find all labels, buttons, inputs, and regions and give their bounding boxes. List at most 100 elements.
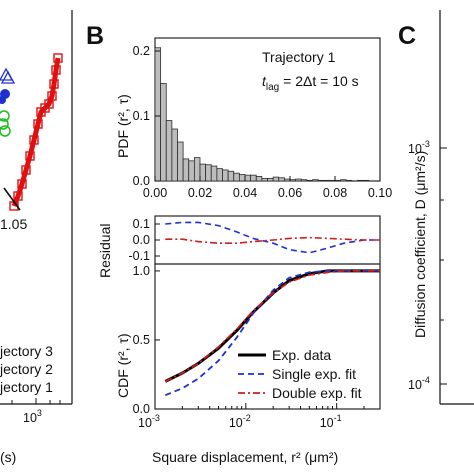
- histogram-bar: [188, 160, 195, 182]
- cdf-xticks: 10-3 10-2 10-1: [138, 403, 365, 430]
- histogram-xtick-label: 0.02: [188, 186, 212, 200]
- histogram-bar: [244, 174, 252, 182]
- cdf-ytick-label: 0.5: [133, 333, 150, 347]
- histogram-bar: [283, 178, 291, 182]
- left-slope-annotation: 1.05: [0, 216, 27, 232]
- trajectory-annotation: Trajectory 1: [262, 49, 336, 65]
- residual-ytick-label: -0.1: [128, 249, 150, 263]
- circle-marker: [0, 110, 10, 122]
- histogram-bar: [261, 177, 268, 182]
- residual-series-line: [165, 221, 380, 254]
- histogram-bar: [334, 179, 342, 182]
- left-legend-item-1: jectory 1: [0, 379, 53, 395]
- legend-label-single: Single exp. fit: [272, 366, 356, 382]
- circle-marker: [0, 125, 11, 137]
- histogram-bar: [250, 174, 257, 182]
- histogram-bar: [177, 141, 184, 182]
- cdf-series-line: [164, 269, 380, 397]
- left-xtick-label: 103: [23, 408, 42, 425]
- histogram-bar: [171, 128, 178, 182]
- left-green-markers: [0, 110, 11, 137]
- histogram-bar: [272, 176, 280, 182]
- c-ytick-label: 10-4: [408, 375, 430, 392]
- left-legend-item-3: jectory 3: [0, 343, 53, 359]
- histogram-xtick-label: 0.04: [233, 186, 257, 200]
- left-blue-markers: [0, 67, 16, 104]
- histogram-bar: [216, 168, 223, 182]
- lag-annotation: tlag = 2Δt = 10 s: [262, 73, 359, 93]
- residual-ylabel: Residual: [97, 224, 113, 278]
- histogram-bar: [182, 158, 190, 182]
- histogram-yticks: 0.0 0.1 0.2: [133, 44, 160, 188]
- histogram-bar: [233, 172, 240, 182]
- histogram-bar: [193, 157, 201, 182]
- cdf-yticks: 0.0 0.5 1.0: [133, 264, 160, 416]
- histogram-bar: [295, 178, 302, 182]
- residual-yticks: 0.1 0.0 -0.1: [128, 217, 160, 263]
- red-marker-trace: [11, 57, 61, 207]
- histogram-bar: [238, 174, 246, 182]
- histogram-bar: [300, 179, 308, 182]
- residual-ytick-label: 0.1: [133, 217, 150, 231]
- histogram-bar: [345, 179, 353, 182]
- histogram-bar: [255, 176, 263, 182]
- panel-c: 10-3 10-4 Diffusion coefficient, D (μm²/…: [408, 10, 474, 405]
- cdf-frame: [154, 263, 381, 410]
- histogram-bar: [317, 179, 325, 182]
- histogram-xtick-label: 0.00: [143, 186, 167, 200]
- legend-label-exp: Exp. data: [272, 347, 331, 363]
- histogram-bar: [165, 120, 173, 182]
- cdf-legend: Exp. data Single exp. fit Double exp. fi…: [238, 347, 362, 401]
- c-ylabel: Diffusion coefficient, D (μm²/s): [412, 151, 428, 338]
- residual-lines: [165, 221, 380, 254]
- histogram-panel: 0.00 0.02 0.04 0.06 0.08 0.10 0.0 0.1 0.2 PDF (…: [115, 37, 392, 200]
- histogram-bar: [357, 179, 364, 182]
- histogram-bar: [205, 164, 212, 182]
- histogram-bar: [154, 47, 162, 182]
- triangle-marker: [0, 67, 14, 81]
- filled-marker: [0, 96, 6, 104]
- histogram-bar: [222, 169, 229, 182]
- left-panel: 1.05 jectory 3 jectory 2 jectory 1 103 (…: [0, 10, 73, 465]
- cdf-ytick-label: 0.0: [133, 402, 150, 416]
- panel-c-letter: C: [398, 22, 416, 50]
- c-ytick-label: 10-3: [408, 139, 430, 156]
- left-legend-item-2: jectory 2: [0, 361, 53, 377]
- histogram-bar: [312, 179, 319, 182]
- histogram-bar: [323, 179, 330, 182]
- cdf-xlabel: Square displacement, r² (μm²): [152, 449, 338, 465]
- histogram-bar: [210, 165, 218, 182]
- histogram-ytick-label: 0.2: [133, 44, 150, 58]
- histogram-bar: [267, 177, 274, 182]
- histogram-bar: [227, 170, 235, 182]
- cdf-xtick-label: 10-2: [229, 413, 251, 430]
- histogram-bars: [154, 47, 370, 182]
- cdf-xtick-label: 10-3: [138, 413, 160, 430]
- left-red-markers: [9, 53, 63, 211]
- histogram-xtick-label: 0.08: [323, 186, 347, 200]
- histogram-bar: [306, 179, 313, 182]
- histogram-xticks: 0.00 0.02 0.04 0.06 0.08 0.10: [143, 176, 392, 200]
- histogram-bar: [289, 179, 297, 182]
- left-fit-line: [3, 187, 21, 211]
- histogram-xtick-label: 0.06: [278, 186, 302, 200]
- cdf-ytick-label: 1.0: [133, 264, 150, 278]
- histogram-ytick-label: 0.0: [133, 174, 150, 188]
- residual-ytick-label: 0.0: [133, 233, 150, 247]
- histogram-bar: [328, 179, 336, 182]
- histogram-bar: [160, 83, 167, 182]
- cdf-xtick-label: 10-1: [320, 413, 342, 430]
- cdf-panel: 0.0 0.5 1.0 10-3 10-2 10-1 CDF (r², τ) Squar…: [115, 263, 381, 465]
- histogram-xtick-label: 0.10: [368, 186, 392, 200]
- histogram-bar: [199, 163, 207, 182]
- legend-label-double: Double exp. fit: [272, 385, 362, 401]
- histogram-ylabel: PDF (r², τ): [115, 94, 131, 158]
- cdf-lines: [164, 269, 380, 397]
- panel-b-letter: B: [86, 22, 104, 50]
- histogram-ytick-label: 0.1: [133, 109, 150, 123]
- histogram-bar: [278, 177, 285, 182]
- residual-series-line: [165, 236, 380, 244]
- histogram-bar: [362, 179, 370, 182]
